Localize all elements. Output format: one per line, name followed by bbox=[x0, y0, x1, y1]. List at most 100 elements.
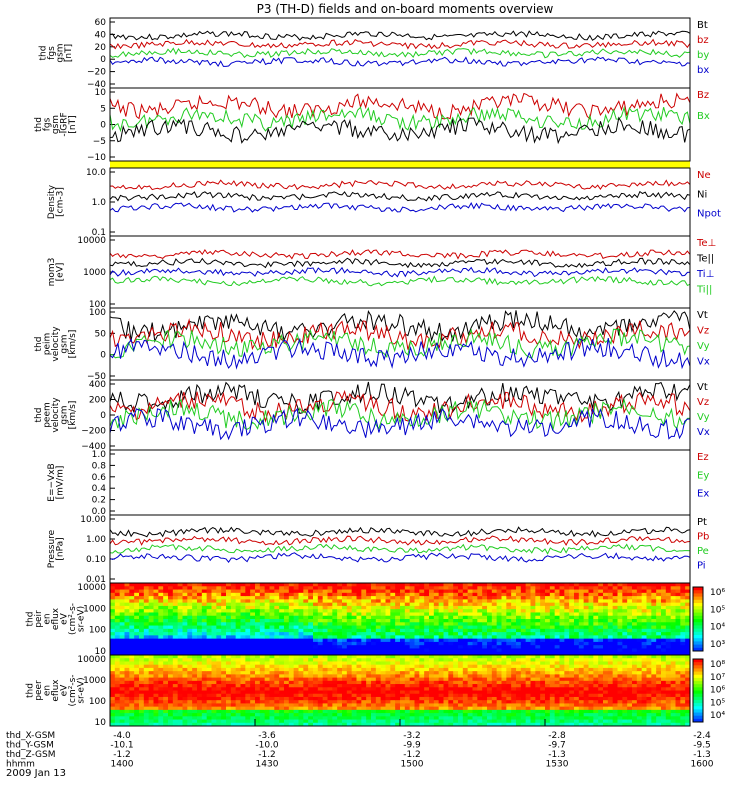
heatmap-cell bbox=[255, 700, 261, 704]
heatmap-cell bbox=[303, 696, 309, 701]
heatmap-cell bbox=[375, 722, 382, 727]
heatmap-cell bbox=[554, 605, 560, 610]
heatmap-cell bbox=[574, 586, 580, 591]
heatmap-cell bbox=[656, 648, 662, 653]
heatmap-cell bbox=[139, 687, 145, 691]
heatmap-cell bbox=[569, 605, 575, 610]
heatmap-cell bbox=[443, 693, 449, 698]
heatmap-cell bbox=[511, 625, 517, 630]
heatmap-cell bbox=[448, 658, 454, 662]
heatmap-cell bbox=[458, 609, 464, 613]
heatmap-cell bbox=[433, 677, 440, 682]
heatmap-cell bbox=[327, 664, 333, 669]
heatmap-cell bbox=[564, 622, 570, 627]
heatmap-cell bbox=[201, 713, 208, 717]
heatmap-cell bbox=[458, 622, 464, 627]
heatmap-cell bbox=[458, 641, 464, 646]
heatmap-cell bbox=[177, 719, 183, 724]
heatmap-cell bbox=[409, 716, 415, 721]
heatmap-cell bbox=[351, 664, 357, 669]
heatmap-cell bbox=[516, 602, 522, 607]
heatmap-cell bbox=[153, 583, 159, 587]
heatmap-cell bbox=[535, 645, 541, 649]
heatmap-cell bbox=[134, 648, 140, 653]
heatmap-cell bbox=[622, 622, 628, 627]
heatmap-cell bbox=[675, 602, 681, 607]
heatmap-cell bbox=[139, 645, 145, 649]
heatmap-cell bbox=[540, 632, 546, 636]
heatmap-cell bbox=[395, 703, 401, 708]
heatmap-cell bbox=[119, 716, 125, 721]
heatmap-cell bbox=[153, 703, 159, 708]
heatmap-cell bbox=[632, 645, 638, 649]
heatmap-cell bbox=[438, 655, 444, 659]
heatmap-cell bbox=[201, 671, 208, 675]
ylabel-line: [cm-3] bbox=[55, 187, 65, 217]
heatmap-cell bbox=[192, 651, 198, 656]
heatmap-cell bbox=[395, 671, 401, 675]
heatmap-cell bbox=[250, 722, 256, 727]
heatmap-cell bbox=[569, 713, 575, 717]
heatmap-cell bbox=[139, 648, 145, 653]
heatmap-cell bbox=[361, 602, 367, 607]
heatmap-cell bbox=[114, 651, 121, 656]
heatmap-cell bbox=[269, 612, 275, 617]
heatmap-cell bbox=[501, 680, 507, 685]
heatmap-cell bbox=[201, 638, 208, 643]
heatmap-cell bbox=[467, 713, 473, 717]
heatmap-cell bbox=[114, 632, 121, 636]
heatmap-cell bbox=[443, 628, 449, 633]
heatmap-cell bbox=[143, 583, 150, 587]
heatmap-cell bbox=[245, 661, 251, 666]
heatmap-cell bbox=[274, 696, 280, 701]
heatmap-cell bbox=[230, 592, 237, 597]
heatmap-cell bbox=[448, 592, 454, 597]
heatmap-cell bbox=[409, 638, 415, 643]
heatmap-cell bbox=[298, 716, 304, 721]
heatmap-cell bbox=[187, 674, 193, 679]
heatmap-cell bbox=[501, 658, 507, 662]
heatmap-cell bbox=[395, 716, 401, 721]
heatmap-cell bbox=[298, 700, 304, 704]
heatmap-cell bbox=[646, 641, 652, 646]
heatmap-cell bbox=[588, 625, 594, 630]
heatmap-cell bbox=[308, 706, 314, 711]
heatmap-cell bbox=[414, 602, 420, 607]
heatmap-cell bbox=[443, 602, 449, 607]
heatmap-cell bbox=[337, 612, 343, 617]
heatmap-cell bbox=[564, 632, 570, 636]
heatmap-cell bbox=[675, 635, 681, 640]
heatmap-cell bbox=[172, 696, 179, 701]
heatmap-cell bbox=[574, 583, 580, 587]
heatmap-cell bbox=[139, 677, 145, 682]
heatmap-cell bbox=[313, 700, 319, 704]
heatmap-cell bbox=[438, 671, 444, 675]
heatmap-cell bbox=[322, 703, 328, 708]
heatmap-cell bbox=[414, 664, 420, 669]
heatmap-cell bbox=[129, 655, 135, 659]
heatmap-cell bbox=[651, 651, 657, 656]
heatmap-cell bbox=[400, 709, 406, 714]
heatmap-cell bbox=[192, 648, 198, 653]
heatmap-cell bbox=[129, 706, 135, 711]
heatmap-cell bbox=[264, 664, 270, 669]
heatmap-cell bbox=[163, 586, 169, 591]
heatmap-cell bbox=[240, 589, 246, 594]
panel-frame bbox=[109, 87, 691, 162]
heatmap-cell bbox=[366, 677, 372, 682]
heatmap-cell bbox=[472, 632, 478, 636]
heatmap-cell bbox=[119, 602, 125, 607]
heatmap-cell bbox=[332, 671, 338, 675]
heatmap-cell bbox=[255, 615, 261, 620]
heatmap-cell bbox=[535, 706, 541, 711]
heatmap-cell bbox=[477, 684, 483, 688]
heatmap-cell bbox=[549, 706, 556, 711]
heatmap-cell bbox=[332, 709, 338, 714]
heatmap-cell bbox=[366, 625, 372, 630]
heatmap-cell bbox=[211, 599, 217, 604]
heatmap-cell bbox=[172, 703, 179, 708]
heatmap-cell bbox=[332, 661, 338, 666]
heatmap-cell bbox=[438, 645, 444, 649]
heatmap-cell bbox=[375, 609, 382, 613]
heatmap-cell bbox=[400, 693, 406, 698]
